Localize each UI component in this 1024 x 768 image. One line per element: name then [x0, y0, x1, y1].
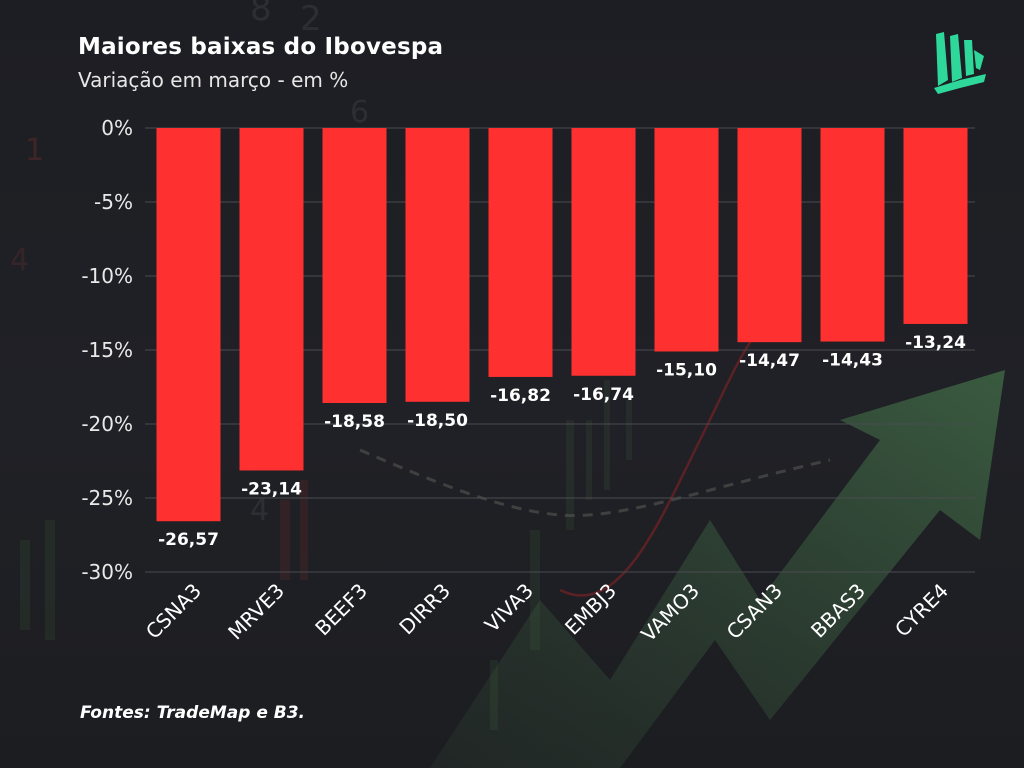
svg-text:4: 4	[250, 493, 269, 528]
background-digits: 8 2 6 1 4 4	[10, 0, 369, 528]
bar-data-label: -16,74	[573, 385, 634, 405]
background-dashed-curve	[359, 448, 831, 518]
bar	[571, 128, 636, 376]
bar-data-label: -13,24	[905, 333, 966, 353]
y-tick-label: -15%	[81, 338, 133, 362]
chart-subtitle: Variação em março - em %	[78, 68, 349, 92]
bar-data-label: -18,58	[324, 412, 385, 432]
x-tick-label: EMBJ3	[560, 579, 621, 640]
x-tick-label: CSNA3	[141, 579, 206, 644]
bar-data-label: -26,57	[158, 530, 219, 550]
bar	[405, 128, 470, 402]
x-tick-label: CSAN3	[722, 579, 787, 644]
bar-data-label: -18,50	[407, 411, 468, 431]
bar-data-label: -14,43	[822, 351, 883, 371]
bars	[156, 128, 968, 522]
chart-title: Maiores baixas do Ibovespa	[78, 34, 444, 60]
x-tick-label: MRVE3	[223, 579, 289, 645]
svg-text:4: 4	[10, 243, 29, 278]
svg-text:8: 8	[250, 0, 272, 29]
bar-data-label: -14,47	[739, 351, 800, 371]
y-tick-label: -30%	[81, 560, 133, 584]
bar	[737, 128, 802, 343]
y-tick-label: -10%	[81, 264, 133, 288]
source-note: Fontes: TradeMap e B3.	[80, 703, 306, 723]
bar	[322, 128, 387, 403]
bar-data-labels: -26,57 -23,14 -18,58 -18,50 -16,82 -16,74 -15,…	[158, 333, 966, 550]
y-tick-label: -25%	[81, 486, 133, 510]
y-tick-label: 0%	[101, 116, 133, 140]
bar-data-label: -16,82	[490, 386, 551, 406]
bar	[820, 128, 885, 342]
background-rising-arrow	[430, 370, 1005, 768]
bar-data-label: -23,14	[241, 479, 302, 499]
bar	[488, 128, 553, 377]
bar	[903, 128, 968, 324]
y-tick-label: -20%	[81, 412, 133, 436]
bar-data-label: -15,10	[656, 360, 717, 380]
y-axis-tick-labels: 0% -5% -10% -15% -20% -25% -30%	[81, 116, 133, 584]
svg-text:2: 2	[300, 0, 322, 39]
x-tick-label: VIVA3	[480, 579, 538, 637]
bar	[156, 128, 221, 522]
x-tick-label: VAMO3	[636, 579, 704, 647]
x-tick-label: BBAS3	[806, 579, 870, 643]
svg-text:1: 1	[25, 133, 44, 168]
x-tick-label: CYRE4	[890, 579, 953, 642]
bar	[239, 128, 304, 471]
bar	[654, 128, 719, 352]
x-axis-tick-labels: CSNA3 MRVE3 BEEF3 DIRR3 VIVA3 EMBJ3 VAMO3 CSAN3…	[141, 579, 953, 647]
x-tick-label: BEEF3	[310, 579, 372, 641]
book-pages-logo-icon	[934, 32, 986, 94]
y-tick-label: -5%	[94, 190, 133, 214]
svg-text:6: 6	[350, 95, 369, 130]
x-tick-label: DIRR3	[394, 579, 455, 640]
